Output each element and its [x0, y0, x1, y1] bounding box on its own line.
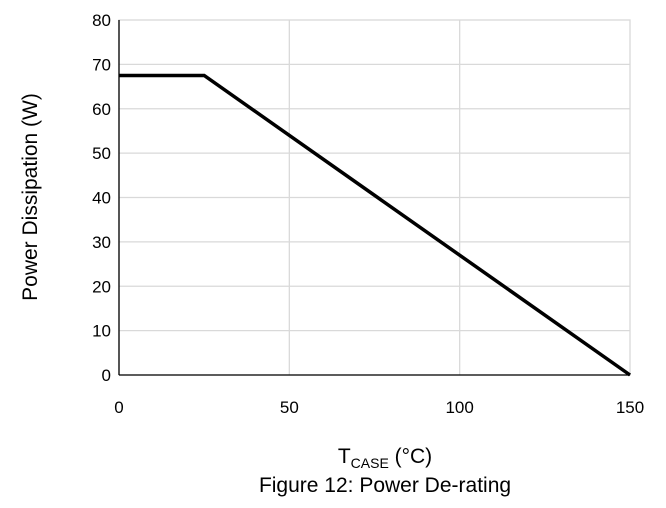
- y-tick-label: 0: [102, 366, 111, 385]
- y-tick-label: 80: [92, 11, 111, 30]
- x-axis-title-main: T: [338, 445, 351, 468]
- tick-labels: 0 10 20 30 40 50 60 70 80 0 50 100 150: [92, 11, 644, 417]
- series-layer: [119, 73, 632, 377]
- y-tick-label: 60: [92, 100, 111, 119]
- y-tick-label: 10: [92, 322, 111, 341]
- x-tick-label: 150: [616, 398, 644, 417]
- y-tick-label: 40: [92, 189, 111, 208]
- y-tick-label: 70: [92, 55, 111, 74]
- x-tick-label: 50: [280, 398, 299, 417]
- x-tick-label: 100: [445, 398, 473, 417]
- axes: [118, 20, 630, 376]
- x-axis-title-suffix: (°C): [389, 445, 432, 468]
- chart-caption: Figure 12: Power De-rating: [259, 474, 511, 497]
- x-axis-title-subscript: CASE: [351, 455, 389, 471]
- y-tick-label: 50: [92, 144, 111, 163]
- derating-curve-line: [119, 73, 632, 377]
- y-axis-title: Power Dissipation (W): [19, 93, 42, 301]
- x-axis-title: TCASE (°C): [338, 445, 432, 471]
- y-tick-label: 30: [92, 233, 111, 252]
- y-tick-label: 20: [92, 277, 111, 296]
- x-tick-label: 0: [114, 398, 123, 417]
